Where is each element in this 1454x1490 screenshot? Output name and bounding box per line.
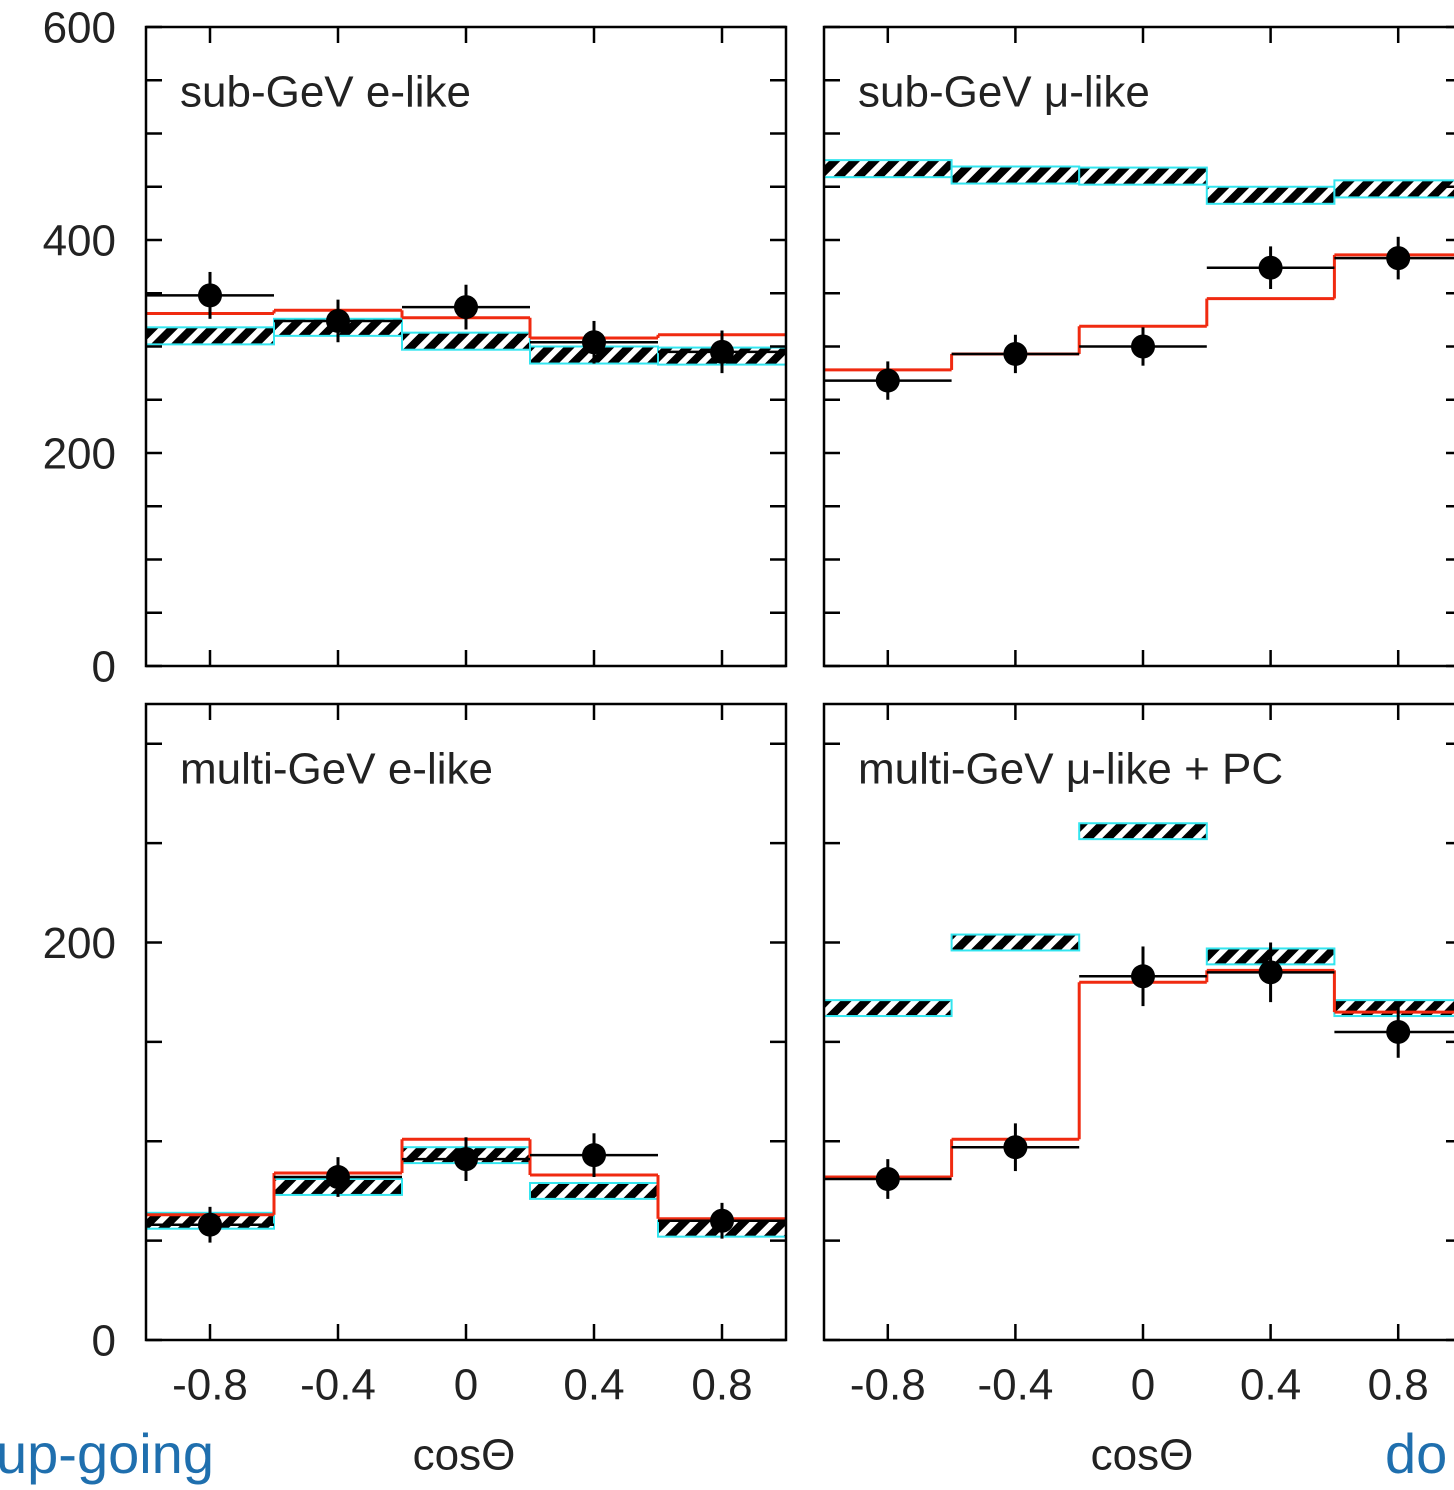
data-point [454,295,478,320]
data-point [1258,960,1283,985]
x-tick-label: -0.4 [977,1361,1053,1410]
band [1078,166,1208,186]
data-point [326,1165,350,1190]
data-point [1386,246,1411,271]
down-going-label: do [1385,1422,1447,1485]
data-point [1258,255,1283,280]
data-point [582,330,606,355]
data-point [1003,1135,1028,1160]
panel: -0.8 -0.4 0 0.4 0.8 multi-GeV μ-like + PC cosΘ [822,702,1454,1480]
data-point [454,1147,478,1172]
band [145,326,275,346]
panel: 0 200 -0.8 -0.4 0 0.4 0.8 multi-GeV e-like cosΘ [43,702,788,1480]
data-point [198,1212,222,1237]
y-tick-label: 400 [43,217,116,266]
data-point [710,1208,734,1233]
data-point [326,308,350,333]
panel: sub-GeV μ-like [822,25,1454,668]
data-point [1003,341,1028,366]
y-tick-label: 0 [92,643,116,692]
band [1205,185,1336,205]
x-tick-label: 0.4 [1240,1361,1301,1410]
panel-title: sub-GeV μ-like [858,68,1150,117]
data-point [1131,334,1155,359]
x-tick-label: 0 [454,1361,478,1410]
x-tick-label: 0.8 [1368,1361,1429,1410]
band [401,331,531,351]
panel-title: sub-GeV e-like [180,68,471,117]
x-tick-label: -0.8 [850,1361,926,1410]
data-point [875,1167,900,1192]
y-tick-label: 600 [43,4,116,53]
up-going-label: up-going [0,1422,214,1485]
band [950,165,1081,185]
x-tick-label: 0.4 [563,1361,624,1410]
x-tick-label: 0.8 [691,1361,752,1410]
band [1078,822,1208,841]
x-tick-label: -0.8 [172,1361,248,1410]
panel-title: multi-GeV μ-like + PC [858,745,1283,794]
band [950,933,1081,952]
band [529,1181,659,1200]
data-point [875,368,900,393]
panel: 0 200 400 600 sub-GeV e-like [43,4,788,692]
y-tick-label: 0 [92,1317,116,1366]
band [1333,179,1454,199]
data-point [1131,964,1155,989]
band [1333,999,1454,1018]
y-tick-label: 200 [43,430,116,479]
x-tick-label: 0 [1131,1361,1155,1410]
x-tick-label: -0.4 [300,1361,376,1410]
band [823,159,953,179]
frame [822,702,1454,1342]
x-axis-label: cosΘ [413,1431,516,1480]
data-point [582,1143,606,1168]
data-point [1386,1019,1411,1044]
y-tick-label: 200 [43,919,116,968]
band [823,999,953,1018]
frame [144,702,788,1342]
x-axis-label: cosΘ [1091,1431,1194,1480]
data-point [198,283,222,308]
panel-title: multi-GeV e-like [180,745,493,794]
data-point [710,339,734,364]
